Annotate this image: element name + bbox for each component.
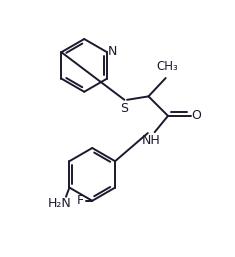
Text: F: F [77, 194, 84, 207]
Text: O: O [191, 109, 201, 122]
Text: NH: NH [142, 134, 161, 147]
Text: H₂N: H₂N [48, 197, 71, 210]
Text: CH₃: CH₃ [157, 60, 178, 73]
Text: N: N [108, 44, 118, 58]
Text: S: S [120, 102, 128, 115]
